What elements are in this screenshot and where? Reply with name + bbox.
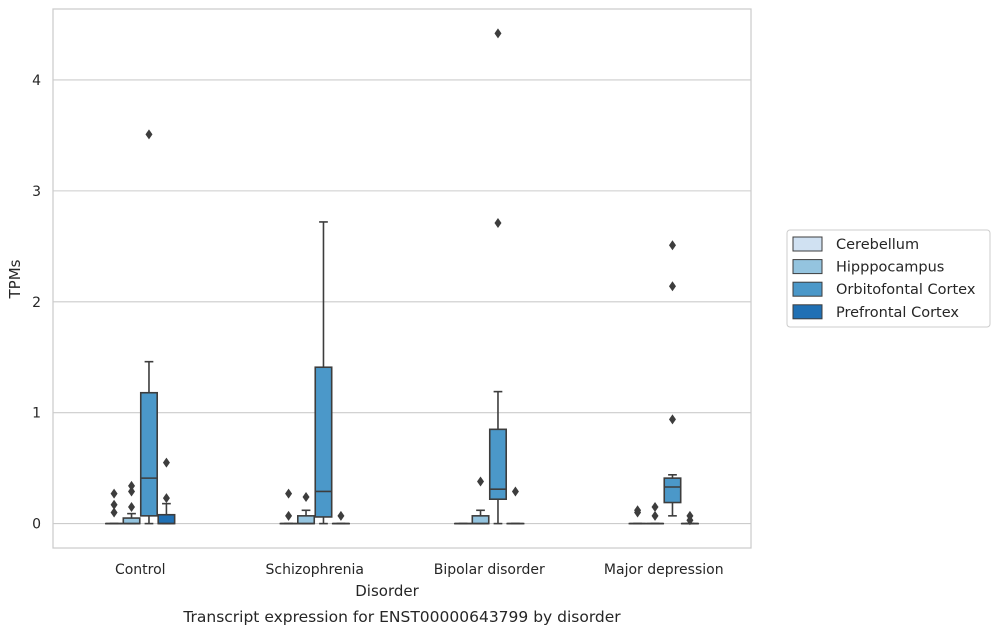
outlier-point bbox=[302, 491, 310, 502]
box-hipppocampus bbox=[296, 491, 316, 525]
x-axis-label: Disorder bbox=[355, 582, 419, 600]
legend: Cerebellum Hipppocampus Orbitofontal Corte… bbox=[786, 229, 991, 328]
outlier-point bbox=[668, 281, 676, 292]
outlier-point bbox=[110, 488, 118, 499]
outlier-point bbox=[668, 414, 676, 425]
y-axis-ticks: 0 1 2 3 4 bbox=[32, 73, 41, 533]
box-cerebellum bbox=[105, 488, 124, 525]
box-hipppocampus bbox=[645, 501, 665, 525]
box-cerebellum bbox=[279, 488, 298, 525]
legend-swatch bbox=[792, 259, 823, 275]
box-body bbox=[139, 391, 159, 517]
box-prefrontal-cortex bbox=[331, 510, 350, 525]
x-axis-ticks: Control Schizophrenia Bipolar disorder Majo… bbox=[115, 562, 724, 578]
outlier-point bbox=[128, 501, 136, 512]
box-body bbox=[488, 428, 508, 501]
legend-swatch bbox=[792, 281, 823, 297]
box-orbitofontal-cortex bbox=[314, 221, 333, 525]
y-tick-label: 4 bbox=[32, 73, 41, 89]
chart-caption: Transcript expression for ENST0000064379… bbox=[182, 608, 621, 626]
box-body bbox=[663, 477, 682, 504]
y-tick-label: 0 bbox=[32, 517, 41, 533]
y-tick-label: 1 bbox=[32, 406, 41, 422]
legend-label: Cerebellum bbox=[836, 237, 919, 253]
box-cerebellum bbox=[628, 505, 647, 525]
box-orbitofontal-cortex bbox=[663, 240, 682, 517]
box-body bbox=[314, 366, 333, 518]
outlier-point bbox=[128, 480, 136, 491]
x-tick-label: Schizophrenia bbox=[266, 562, 364, 578]
x-tick-label: Bipolar disorder bbox=[434, 562, 545, 578]
legend-frame bbox=[786, 229, 991, 328]
y-tick-label: 3 bbox=[32, 184, 41, 200]
x-tick-label: Control bbox=[115, 562, 166, 578]
box-prefrontal-cortex bbox=[506, 486, 525, 525]
box-prefrontal-cortex bbox=[680, 510, 699, 526]
outlier-point bbox=[128, 486, 136, 497]
legend-swatch bbox=[792, 304, 823, 320]
outlier-point bbox=[145, 129, 153, 140]
outlier-point bbox=[477, 476, 485, 487]
legend-label: Hipppocampus bbox=[836, 260, 944, 276]
outlier-point bbox=[686, 510, 694, 521]
legend-label: Prefrontal Cortex bbox=[836, 305, 959, 321]
outlier-point bbox=[162, 457, 170, 468]
outlier-point bbox=[668, 240, 676, 251]
box-hipppocampus bbox=[471, 476, 490, 525]
box-body bbox=[471, 515, 490, 525]
outlier-point bbox=[651, 510, 659, 521]
outlier-point bbox=[651, 501, 659, 512]
outlier-point bbox=[110, 507, 118, 518]
outlier-point bbox=[511, 486, 519, 497]
outlier-point bbox=[110, 499, 118, 510]
outlier-point bbox=[494, 28, 502, 39]
outlier-point bbox=[285, 488, 293, 499]
plot-area-frame bbox=[52, 8, 752, 549]
legend-swatch bbox=[792, 236, 823, 252]
box-orbitofontal-cortex bbox=[139, 129, 159, 525]
x-tick-label: Major depression bbox=[604, 562, 724, 578]
box-plot-marks bbox=[105, 28, 699, 526]
outlier-point bbox=[494, 218, 502, 229]
outlier-point bbox=[337, 510, 345, 521]
y-tick-label: 2 bbox=[32, 295, 41, 311]
box-hipppocampus bbox=[122, 480, 141, 525]
box-body bbox=[296, 515, 316, 525]
outlier-point bbox=[285, 510, 293, 521]
box-body bbox=[157, 513, 176, 525]
legend-label: Orbitofontal Cortex bbox=[836, 282, 976, 298]
box-orbitofontal-cortex bbox=[488, 28, 508, 525]
y-axis-label: TPMs bbox=[6, 259, 24, 299]
box-prefrontal-cortex bbox=[157, 457, 176, 525]
outlier-point bbox=[162, 493, 170, 504]
outlier-point bbox=[634, 505, 642, 516]
box-body bbox=[122, 517, 141, 525]
